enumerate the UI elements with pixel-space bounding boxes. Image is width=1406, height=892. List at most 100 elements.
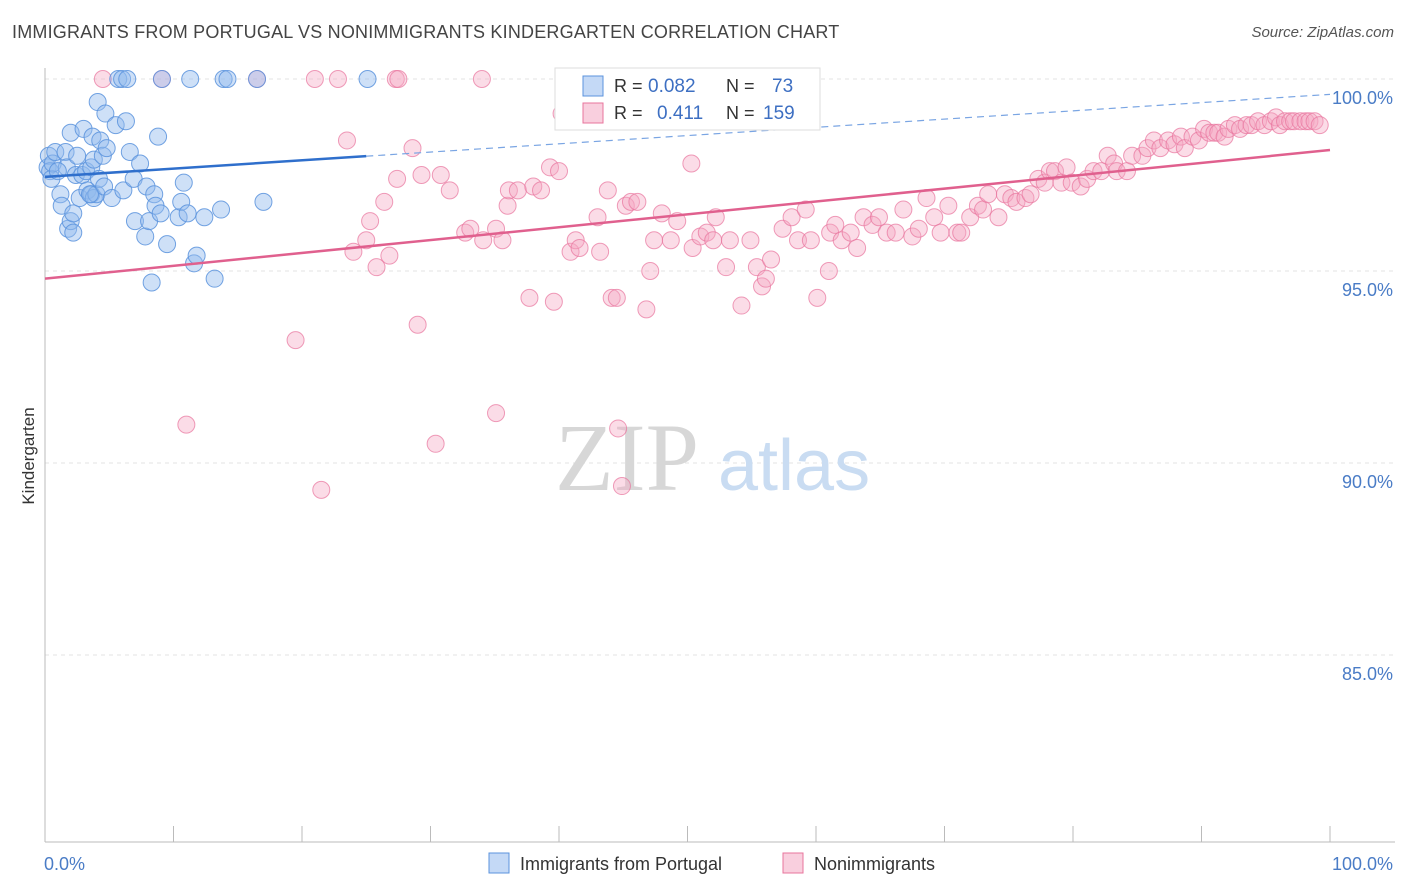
- data-point-nonimmigrants: [1057, 158, 1076, 177]
- data-point-nonimmigrants: [628, 192, 647, 211]
- data-point-nonimmigrants: [1046, 162, 1065, 181]
- data-point-nonimmigrants: [312, 480, 331, 499]
- trend-line-pink: [44, 148, 1331, 280]
- data-point-nonimmigrants: [925, 208, 944, 227]
- data-point-nonimmigrants: [979, 185, 998, 204]
- data-point-immigrants-portugal: [70, 189, 89, 208]
- x-tick-labels: 0.0% 100.0%: [44, 854, 1393, 874]
- data-point-immigrants-portugal: [158, 235, 177, 254]
- y-tick-label: 90.0%: [1342, 472, 1393, 492]
- y-axis-label: Kindergarten: [19, 407, 38, 504]
- data-point-nonimmigrants: [286, 331, 305, 350]
- data-point-nonimmigrants: [570, 238, 589, 257]
- legend-r-value-pink: 0.411: [657, 103, 703, 124]
- data-point-nonimmigrants: [588, 208, 607, 227]
- data-point-nonimmigrants: [796, 200, 815, 219]
- data-point-nonimmigrants: [1310, 116, 1329, 135]
- data-point-nonimmigrants: [388, 169, 407, 188]
- data-point-immigrants-portugal: [205, 269, 224, 288]
- y-tick-labels: 85.0% 90.0% 95.0% 100.0%: [1332, 88, 1393, 684]
- data-point-nonimmigrants: [612, 477, 631, 496]
- data-point-nonimmigrants: [598, 181, 617, 200]
- data-point-immigrants-portugal: [91, 131, 110, 150]
- data-point-immigrants-portugal: [118, 70, 137, 88]
- data-point-nonimmigrants: [1098, 146, 1117, 165]
- data-point-nonimmigrants: [541, 158, 560, 177]
- data-point-nonimmigrants: [974, 200, 993, 219]
- data-point-nonimmigrants: [621, 192, 640, 211]
- data-point-nonimmigrants: [826, 215, 845, 234]
- legend-r-value-blue: 0.082: [648, 76, 696, 97]
- legend-swatch-pink: [582, 102, 604, 124]
- legend-n-label-blue: N =: [726, 76, 755, 96]
- data-point-nonimmigrants: [952, 223, 971, 242]
- data-point-nonimmigrants: [732, 296, 751, 315]
- data-point-nonimmigrants: [305, 70, 324, 88]
- data-point-nonimmigrants: [408, 315, 427, 334]
- data-point-nonimmigrants: [863, 215, 882, 234]
- data-point-nonimmigrants: [762, 250, 781, 269]
- data-point-nonimmigrants: [532, 181, 551, 200]
- data-point-immigrants-portugal: [142, 273, 161, 292]
- data-point-nonimmigrants: [1040, 162, 1059, 181]
- x-tick-label: 100.0%: [1332, 854, 1393, 874]
- data-point-immigrants-portugal: [149, 127, 168, 146]
- data-point-nonimmigrants: [909, 219, 928, 238]
- data-point-immigrants-portugal: [212, 200, 231, 219]
- data-point-immigrants-portugal: [116, 112, 135, 131]
- data-point-immigrants-portugal: [42, 169, 61, 188]
- data-point-immigrants-portugal: [169, 208, 188, 227]
- data-point-nonimmigrants: [819, 262, 838, 280]
- data-point-immigrants-portugal: [181, 70, 200, 88]
- data-point-nonimmigrants: [607, 288, 626, 307]
- data-point-nonimmigrants: [561, 242, 580, 261]
- data-point-nonimmigrants: [641, 262, 660, 280]
- data-point-nonimmigrants: [508, 181, 527, 200]
- data-point-nonimmigrants: [1189, 131, 1208, 150]
- data-point-nonimmigrants: [832, 231, 851, 250]
- data-point-nonimmigrants: [440, 181, 459, 200]
- data-point-nonimmigrants: [602, 288, 621, 307]
- trend-line-blue-dashed: [366, 93, 1331, 157]
- trend-line-blue: [44, 154, 367, 179]
- data-point-immigrants-portugal: [218, 70, 237, 88]
- data-point-nonimmigrants: [989, 208, 1008, 227]
- legend-r-label-blue: R =: [614, 76, 643, 96]
- data-point-nonimmigrants: [367, 258, 386, 277]
- data-point-nonimmigrants: [1300, 112, 1319, 131]
- data-point-nonimmigrants: [741, 231, 760, 250]
- data-point-immigrants-portugal: [137, 177, 156, 196]
- data-point-nonimmigrants: [808, 288, 827, 307]
- data-point-immigrants-portugal: [174, 173, 193, 192]
- data-point-nonimmigrants: [1138, 139, 1157, 158]
- data-point-nonimmigrants: [1144, 131, 1163, 150]
- data-point-immigrants-portugal: [120, 142, 139, 161]
- data-point-nonimmigrants: [1151, 139, 1170, 158]
- data-point-nonimmigrants: [682, 154, 701, 173]
- data-point-immigrants-portugal: [136, 227, 155, 246]
- data-point-nonimmigrants: [609, 419, 628, 438]
- data-point-immigrants-portugal: [151, 204, 170, 223]
- data-point-nonimmigrants: [426, 434, 445, 453]
- series-immigrants-from-portugal: [38, 70, 377, 292]
- data-point-nonimmigrants: [1071, 177, 1090, 196]
- data-point-nonimmigrants: [520, 288, 539, 307]
- data-point-immigrants-portugal: [113, 70, 132, 88]
- data-point-immigrants-portugal: [84, 150, 103, 169]
- legend-bottom-label-pink: Nonimmigrants: [814, 854, 935, 874]
- data-point-nonimmigrants: [903, 227, 922, 246]
- data-point-nonimmigrants: [1021, 185, 1040, 204]
- data-point-immigrants-portugal: [56, 142, 75, 161]
- data-point-nonimmigrants: [591, 242, 610, 261]
- data-point-nonimmigrants: [939, 196, 958, 215]
- data-point-nonimmigrants: [177, 415, 196, 434]
- data-point-nonimmigrants: [717, 258, 736, 277]
- data-point-nonimmigrants: [550, 162, 568, 181]
- data-point-nonimmigrants: [720, 231, 739, 250]
- data-point-immigrants-portugal: [46, 142, 65, 161]
- data-point-immigrants-portugal: [125, 212, 144, 231]
- legend-n-value-pink: 159: [763, 103, 795, 124]
- data-point-nonimmigrants: [801, 231, 820, 250]
- data-point-nonimmigrants: [1123, 146, 1142, 165]
- data-point-immigrants-portugal: [80, 185, 99, 204]
